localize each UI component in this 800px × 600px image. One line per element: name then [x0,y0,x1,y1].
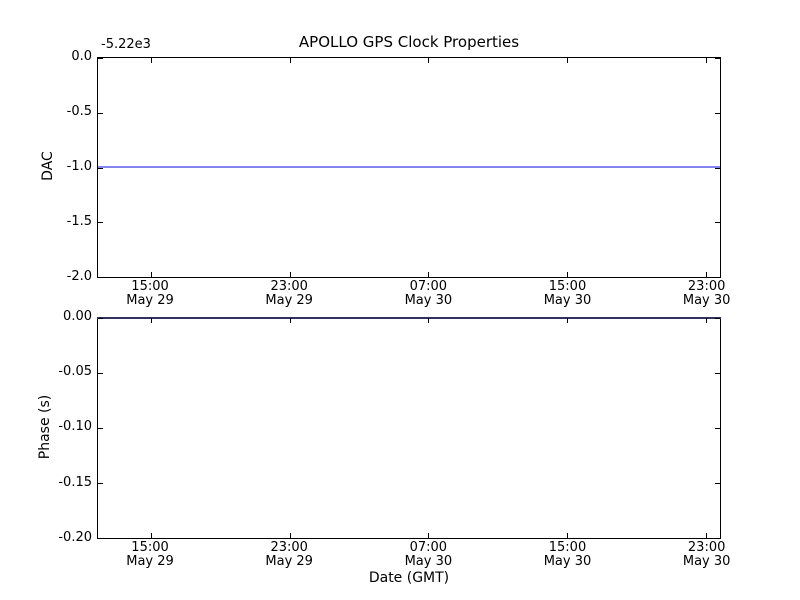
y-tick-mark [98,112,103,114]
y-tick-label: -0.5 [66,104,92,119]
x-tick-label: 23:00 May 29 [265,540,313,569]
y-tick-mark [715,58,720,59]
x-tick-label: 15:00 May 29 [126,540,174,569]
y-tick-label: 0.00 [63,309,92,324]
x-tick-label: 23:00 May 29 [265,279,313,308]
x-tick-mark [428,272,430,277]
x-tick-mark [289,272,291,277]
y-tick-mark [98,58,103,59]
dac-axis-label: DAC [40,151,56,181]
y-tick-label: -0.20 [58,530,92,545]
x-tick-mark [566,272,568,277]
x-tick-mark [566,533,568,538]
y-tick-label: 0.0 [71,49,92,64]
y-tick-label: -0.05 [58,364,92,379]
y-tick-mark [98,428,103,429]
x-tick-mark [705,533,707,538]
x-tick-mark [150,533,152,538]
x-tick-mark [705,318,707,323]
phase-axis-label: Phase (s) [37,394,53,460]
x-tick-mark [566,318,568,323]
y-tick-label: -1.0 [66,159,92,174]
dac-series-line [98,166,720,168]
y-tick-mark [715,112,720,114]
x-tick-mark [428,58,430,63]
x-tick-label: 15:00 May 29 [126,279,174,308]
x-tick-label: 07:00 May 30 [404,540,453,569]
y-tick-mark [98,373,103,374]
y-tick-mark [715,222,720,224]
y-tick-mark [98,222,103,224]
x-tick-mark [705,272,707,277]
y-tick-mark [98,277,103,278]
x-tick-label: 07:00 May 30 [404,279,453,308]
x-tick-label: 15:00 May 30 [543,540,592,569]
x-tick-label: 23:00 May 30 [682,279,731,308]
y-axis-offset-label: -5.22e3 [101,37,151,52]
y-tick-label: -0.15 [58,475,92,490]
x-tick-mark [150,272,152,277]
phase-series-line [97,317,721,319]
y-tick-mark [715,373,720,374]
y-tick-mark [715,277,720,278]
y-tick-mark [98,167,103,169]
phase-plot-area [97,317,721,539]
x-tick-mark [705,58,707,63]
y-tick-mark [715,538,720,539]
x-tick-mark [289,58,291,63]
y-tick-label: -0.10 [58,419,92,434]
y-tick-mark [98,483,103,484]
x-tick-mark [150,58,152,63]
x-tick-label: 15:00 May 30 [543,279,592,308]
x-tick-row-bottom: 15:00 May 29 23:00 May 29 07:00 May 30 15:0… [97,540,730,571]
x-axis-label: Date (GMT) [368,570,450,586]
y-tick-mark [98,318,103,319]
y-tick-label: -2.0 [66,269,92,284]
x-tick-mark [566,58,568,63]
x-tick-label: 23:00 May 30 [682,540,731,569]
x-tick-mark [289,533,291,538]
y-tick-mark [715,167,720,169]
y-tick-mark [715,428,720,429]
y-tick-mark [715,318,720,319]
chart-title: APOLLO GPS Clock Properties [298,33,520,51]
x-tick-mark [289,318,291,323]
y-tick-mark [715,483,720,484]
dac-plot-area [97,57,721,278]
y-tick-mark [98,538,103,539]
x-tick-mark [428,533,430,538]
y-tick-label: -1.5 [66,214,92,229]
x-tick-row-top: 15:00 May 29 23:00 May 29 07:00 May 30 15:0… [97,279,730,310]
x-tick-mark [150,318,152,323]
x-tick-mark [428,318,430,323]
